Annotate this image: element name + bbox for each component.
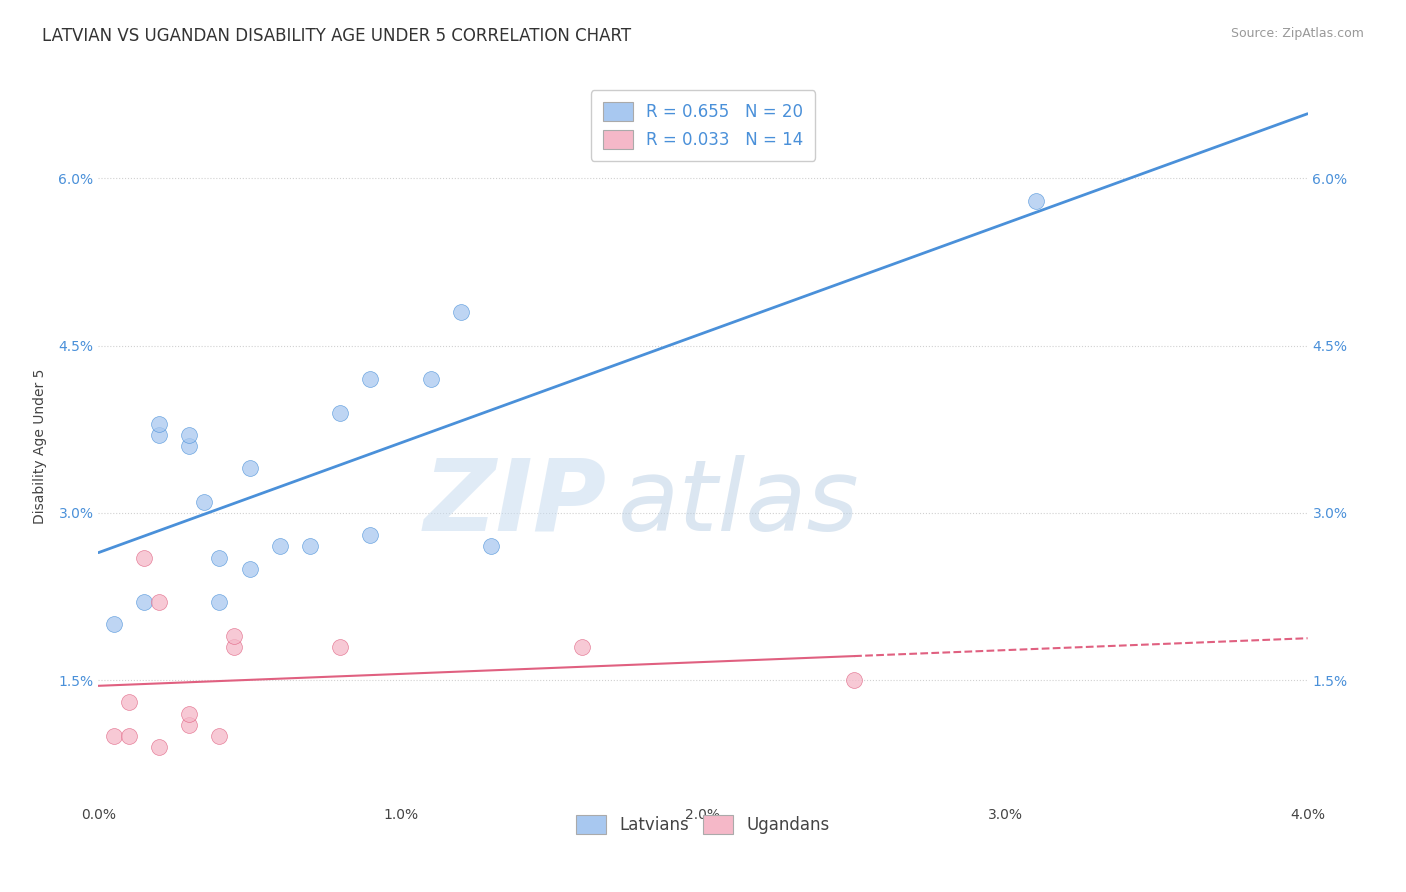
Point <box>179 439 201 453</box>
Point <box>360 372 382 386</box>
Point <box>1025 194 1047 208</box>
Text: Source: ZipAtlas.com: Source: ZipAtlas.com <box>1230 27 1364 40</box>
Point <box>103 729 125 743</box>
Point <box>132 595 155 609</box>
Legend: Latvians, Ugandans: Latvians, Ugandans <box>569 808 837 841</box>
Point <box>224 640 246 654</box>
Point <box>481 539 503 553</box>
Point <box>329 405 352 419</box>
Point <box>224 628 246 642</box>
Point <box>148 595 170 609</box>
Point <box>208 550 231 565</box>
Text: atlas: atlas <box>619 455 860 551</box>
Point <box>118 729 141 743</box>
Point <box>193 494 215 508</box>
Point <box>148 427 170 442</box>
Point <box>420 372 443 386</box>
Point <box>360 528 382 542</box>
Point <box>148 417 170 431</box>
Point <box>571 640 593 654</box>
Point <box>239 562 262 576</box>
Point <box>103 617 125 632</box>
Point <box>450 305 472 319</box>
Point <box>269 539 291 553</box>
Point <box>208 729 231 743</box>
Y-axis label: Disability Age Under 5: Disability Age Under 5 <box>34 368 48 524</box>
Point <box>179 427 201 442</box>
Point <box>208 595 231 609</box>
Point <box>118 696 141 710</box>
Point <box>132 550 155 565</box>
Text: ZIP: ZIP <box>423 455 606 551</box>
Point <box>179 706 201 721</box>
Point <box>239 461 262 475</box>
Point <box>148 740 170 755</box>
Point <box>329 640 352 654</box>
Point <box>299 539 322 553</box>
Point <box>844 673 866 687</box>
Text: LATVIAN VS UGANDAN DISABILITY AGE UNDER 5 CORRELATION CHART: LATVIAN VS UGANDAN DISABILITY AGE UNDER … <box>42 27 631 45</box>
Point <box>179 717 201 731</box>
